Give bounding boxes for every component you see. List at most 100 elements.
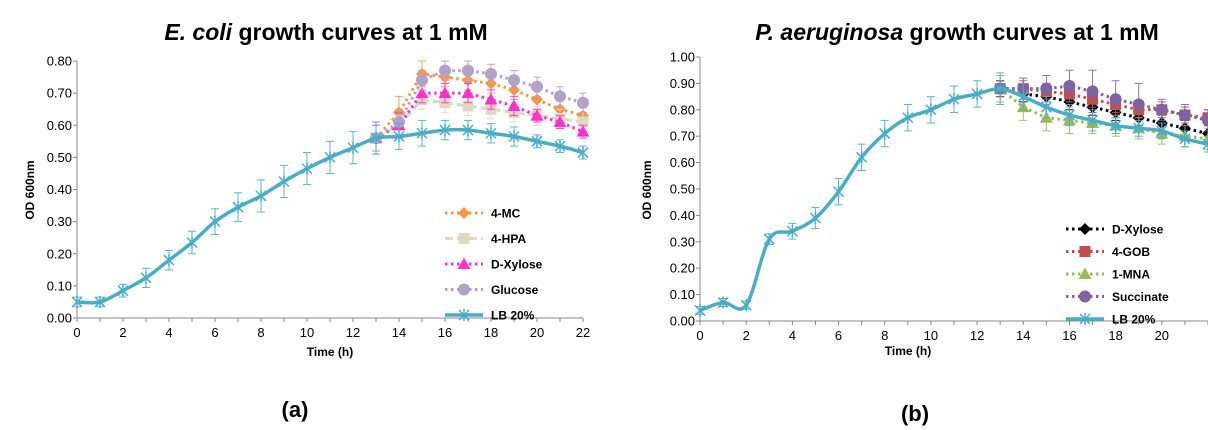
chart-b-succinate-point xyxy=(1202,114,1208,127)
chart-b-x-tick-label: 20 xyxy=(1155,328,1169,343)
chart-a-series-group xyxy=(71,60,590,308)
chart-a-lb-20-point xyxy=(140,271,152,284)
chart-b-y-tick-label: 0.10 xyxy=(670,287,695,302)
chart-a-legend-marker-4-hpa xyxy=(458,233,470,244)
chart-a-y-tick-label: 0.40 xyxy=(47,182,72,197)
chart-a-lb-20-point xyxy=(278,175,290,188)
chart-b-lb-20-point xyxy=(856,151,868,164)
chart-b-series-lb-20 xyxy=(694,72,1208,317)
chart-a-x-tick-label: 2 xyxy=(119,325,126,340)
chart-b-lb-20-point xyxy=(786,225,798,238)
chart-b-lb-20-point xyxy=(1087,114,1099,127)
chart-a-glucose-point xyxy=(508,74,520,87)
chart-b-lb-20-point xyxy=(1017,90,1029,103)
chart-a-series-lb-20 xyxy=(71,119,589,308)
chart-a-glucose-point xyxy=(531,80,543,93)
chart-b-y-tick-label: 0.00 xyxy=(670,314,695,329)
chart-a-lb-20-point xyxy=(485,127,497,140)
chart-b-lb-20-point xyxy=(809,212,821,225)
chart-b-lb-20-point xyxy=(948,93,960,106)
chart-b-legend-label-d-xylose: D-Xylose xyxy=(1112,223,1164,237)
chart-a-lb-20-point xyxy=(462,124,474,137)
chart-b-x-tick-label: 14 xyxy=(1016,328,1030,343)
panel-a-ecoli: E. coli growth curves at 1 mM 0.000.100.… xyxy=(23,19,590,422)
chart-a-x-tick-label: 12 xyxy=(346,325,360,340)
chart-a-y-tick-label: 0.60 xyxy=(47,118,72,133)
chart-b-x-tick-label: 12 xyxy=(970,328,984,343)
chart-b-lb-20-point xyxy=(1063,109,1075,122)
chart-b-y-tick-label: 0.70 xyxy=(670,129,695,144)
chart-a-series-d-xylose xyxy=(369,82,590,152)
chart-b-x-axis-label: Time (h) xyxy=(885,344,931,358)
chart-a-d-xylose-point xyxy=(576,125,590,137)
chart-a-x-tick-label: 0 xyxy=(73,325,80,340)
chart-a-y-tick-label: 0.70 xyxy=(47,86,72,101)
chart-b-d-xylose-line xyxy=(999,87,1208,136)
chart-a-x-tick-label: 22 xyxy=(576,325,590,340)
chart-b-y-tick-label: 0.20 xyxy=(670,261,695,276)
chart-a-y-tick-label: 0.50 xyxy=(47,150,72,165)
panel-a-label: (a) xyxy=(282,397,309,422)
chart-b-x-tick-label: 6 xyxy=(835,328,842,343)
chart-b-legend-marker-succinate xyxy=(1079,290,1091,303)
chart-b-lb-20-point xyxy=(694,304,706,317)
chart-a-legend-item-d-xylose: D-Xylose xyxy=(445,257,543,272)
chart-b-succinate-point xyxy=(1086,85,1099,98)
chart-a-lb-20-point xyxy=(255,189,267,202)
chart-b-legend-marker-d-xylose xyxy=(1079,223,1091,235)
chart-b-lb-20-point xyxy=(1202,138,1208,151)
chart-b-legend-label-lb-20: LB 20% xyxy=(1112,313,1156,327)
chart-b-y-tick-label: 0.90 xyxy=(670,76,695,91)
chart-a-y-tick-label: 0.20 xyxy=(47,246,72,261)
chart-a-y-tick-label: 0.10 xyxy=(47,278,72,293)
chart-a-glucose-line xyxy=(375,69,584,140)
chart-a-lb-20-point xyxy=(416,127,428,140)
chart-a-glucose-point xyxy=(577,96,589,109)
chart-a-x-ticks: 0 2 4 6 8 10 12 14 16 18 20 22 xyxy=(73,318,590,340)
chart-b-lb-20-point xyxy=(925,103,937,116)
chart-a-glucose-point xyxy=(462,64,474,77)
chart-a-legend-marker-d-xylose xyxy=(457,257,471,269)
chart-a-d-xylose-point xyxy=(415,86,429,99)
chart-a-x-tick-label: 16 xyxy=(438,325,452,340)
chart-b-series-group xyxy=(694,69,1208,317)
chart-b-y-tick-label: 0.40 xyxy=(670,208,695,223)
chart-b-legend-item-lb-20: LB 20% xyxy=(1066,313,1156,327)
chart-a-lb-20-point xyxy=(94,295,106,308)
chart-a-lb-20-point xyxy=(232,201,244,214)
chart-a-glucose-point xyxy=(393,116,405,129)
chart-a-legend-label-4-mc: 4-MC xyxy=(491,207,521,221)
chart-a-x-tick-label: 20 xyxy=(530,325,544,340)
chart-a-legend-marker-glucose xyxy=(458,283,470,296)
chart-b-x-tick-label: 2 xyxy=(743,328,750,343)
chart-b-x-tick-label: 8 xyxy=(881,328,888,343)
chart-b-lb-20-error-bar xyxy=(1204,135,1208,153)
chart-b-succinate-point xyxy=(1040,82,1053,95)
chart-a-y-tick-label: 0.30 xyxy=(47,214,72,229)
chart-a-legend-marker-lb-20 xyxy=(458,309,470,321)
chart-b-legend: D-Xylose 4-GOB 1-MNA Succinate LB 20% xyxy=(1066,223,1169,327)
chart-a-lb-20-point xyxy=(554,140,566,153)
chart-b-x-tick-label: 18 xyxy=(1108,328,1122,343)
chart-b-x-tick-label: 4 xyxy=(789,328,796,343)
chart-b-y-ticks: 0.00 0.10 0.20 0.30 0.40 0.50 0.60 0.70 0.80 0.90… xyxy=(670,50,700,329)
chart-b-legend-marker-lb-20 xyxy=(1079,313,1091,325)
chart-b-legend-label-1-mna: 1-MNA xyxy=(1112,268,1150,282)
chart-b-lb-20-point xyxy=(1156,124,1168,137)
chart-b-lb-20-point xyxy=(1133,122,1145,135)
chart-a-y-tick-label: 0.00 xyxy=(47,311,72,326)
chart-b-y-tick-label: 0.60 xyxy=(670,155,695,170)
chart-a-lb-20-point xyxy=(163,254,175,267)
chart-b-succinate-line xyxy=(1000,84,1208,122)
chart-b-lb-20-point xyxy=(740,299,752,312)
chart-a-d-xylose-point xyxy=(484,93,498,105)
chart-a-legend-item-lb-20: LB 20% xyxy=(445,309,535,323)
chart-b-1-mna-error-bar xyxy=(1204,127,1208,150)
chart-b-title-rest: growth curves at 1 mM xyxy=(903,19,1159,45)
chart-b-succinate-point xyxy=(1155,103,1168,116)
chart-a-title-rest: growth curves at 1 mM xyxy=(232,19,488,45)
chart-a-lb-20-point xyxy=(393,130,405,143)
chart-a-lb-20-point xyxy=(347,141,359,154)
chart-a-x-tick-label: 14 xyxy=(392,325,406,340)
chart-b-y-axis-label: OD 600nm xyxy=(640,160,654,219)
